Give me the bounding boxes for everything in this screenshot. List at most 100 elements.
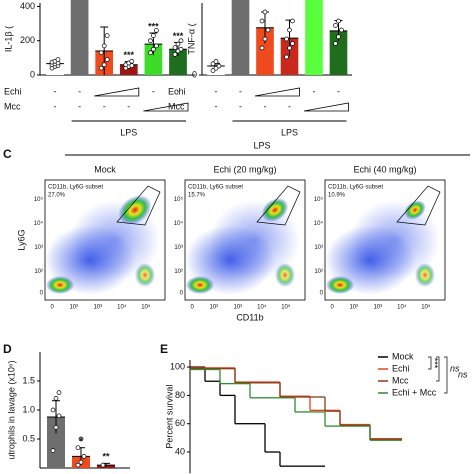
x-tick-label: 10²	[69, 305, 78, 311]
data-point	[290, 41, 295, 46]
x-tick-label: 0	[191, 305, 195, 311]
group-label: LPS	[253, 140, 270, 150]
data-point	[213, 59, 219, 64]
data-point	[172, 52, 178, 57]
y-tick-label: 1.0	[22, 404, 35, 414]
data-point	[262, 36, 268, 42]
significance: **	[102, 452, 110, 462]
panel-label: D	[3, 342, 12, 356]
y-tick-label: 10⁵	[34, 196, 44, 203]
y-tick-label: 10²	[34, 269, 43, 275]
density-core	[326, 276, 354, 294]
y-tick-label: 10⁵	[174, 196, 184, 203]
data-point	[333, 23, 338, 28]
gate-percent: 27.0%	[48, 193, 66, 199]
row-label: Mcc	[4, 101, 21, 111]
y-axis-label: Percent survival	[164, 385, 174, 449]
row-label: Mcc	[168, 101, 185, 111]
density-core	[404, 200, 426, 220]
data-point	[287, 27, 292, 33]
data-point	[75, 462, 81, 468]
significance: ***	[173, 31, 184, 41]
row-sign: -	[152, 86, 155, 96]
bar	[256, 27, 274, 75]
bar	[280, 38, 299, 75]
y-tick-label: 10⁴	[174, 220, 184, 227]
x-axis-label: CD11b	[236, 312, 263, 322]
y-tick-label: 10⁵	[314, 196, 324, 203]
bar	[119, 64, 138, 75]
group-label: LPS	[281, 127, 298, 137]
legend-label: Echi + Mcc	[392, 387, 437, 397]
data-point	[50, 448, 56, 453]
group-label: LPS	[120, 127, 137, 137]
gate-label: CD11b, Ly6G subset	[328, 185, 383, 191]
significance: ns	[458, 369, 468, 379]
data-point	[100, 462, 106, 468]
y-tick-label: 0	[30, 69, 35, 79]
data-point	[259, 18, 265, 24]
gate	[256, 185, 301, 226]
data-point	[98, 50, 104, 56]
y-tick-label: 10³	[34, 245, 43, 251]
y-tick-label: 10²	[174, 269, 183, 275]
gate-label: CD11b, Ly6G subset	[188, 185, 243, 191]
data-point	[154, 43, 159, 49]
x-tick-label: 10⁵	[421, 304, 431, 311]
y-axis-label: Ly6G	[16, 229, 26, 250]
data-point	[284, 54, 289, 60]
dose-triangle	[143, 102, 189, 112]
bar	[70, 0, 89, 76]
y-tick-label: 10³	[314, 245, 323, 251]
significance: ***	[430, 358, 440, 369]
x-tick-label: 10²	[349, 305, 358, 311]
x-tick-label: 10³	[233, 305, 242, 311]
plot-title: Mock	[94, 164, 116, 174]
y-tick-label: 400	[20, 1, 35, 11]
data-point	[154, 28, 159, 33]
data-point	[148, 50, 153, 56]
y-tick-label: 1.5	[22, 375, 35, 385]
gate-label: CD11b, Ly6G subset	[48, 185, 103, 191]
data-point	[259, 45, 265, 51]
density-core	[118, 195, 152, 225]
row-sign: -	[264, 101, 267, 111]
data-point	[104, 57, 110, 62]
y-tick-label: 80	[175, 390, 185, 400]
x-tick-label: 10⁵	[141, 304, 151, 311]
data-point	[213, 65, 219, 71]
density-core	[415, 263, 435, 287]
row-sign: -	[177, 86, 180, 96]
row-sign: -	[288, 101, 291, 111]
data-point	[53, 396, 59, 401]
significance: ***	[148, 21, 159, 31]
row-sign: -	[313, 86, 316, 96]
y-axis-label: IL-1β (	[3, 26, 13, 52]
data-point	[172, 45, 178, 50]
data-point	[210, 68, 216, 73]
y-tick-label: 10³	[174, 245, 183, 251]
gate-percent: 15.7%	[188, 193, 206, 199]
density-core	[261, 198, 289, 222]
x-tick-label: 10⁴	[117, 304, 127, 311]
data-point	[78, 436, 84, 442]
dose-triangle	[254, 87, 300, 97]
gate	[396, 185, 441, 226]
data-point	[55, 57, 61, 62]
data-point	[216, 63, 222, 69]
row-sign: -	[239, 101, 242, 111]
legend-label: Mcc	[392, 375, 409, 385]
data-point	[265, 27, 271, 33]
y-tick-label: 10²	[314, 269, 323, 275]
row-sign: -	[127, 101, 130, 111]
x-tick-label: 10⁴	[397, 304, 407, 311]
y-tick-label: 60	[175, 418, 185, 428]
data-point	[101, 43, 107, 49]
row-sign: -	[215, 86, 218, 96]
significance: ***	[124, 50, 135, 60]
data-point	[78, 459, 84, 465]
x-tick-label: 10⁴	[257, 304, 267, 311]
y-tick-label: 200	[20, 35, 35, 45]
data-point	[178, 38, 184, 44]
